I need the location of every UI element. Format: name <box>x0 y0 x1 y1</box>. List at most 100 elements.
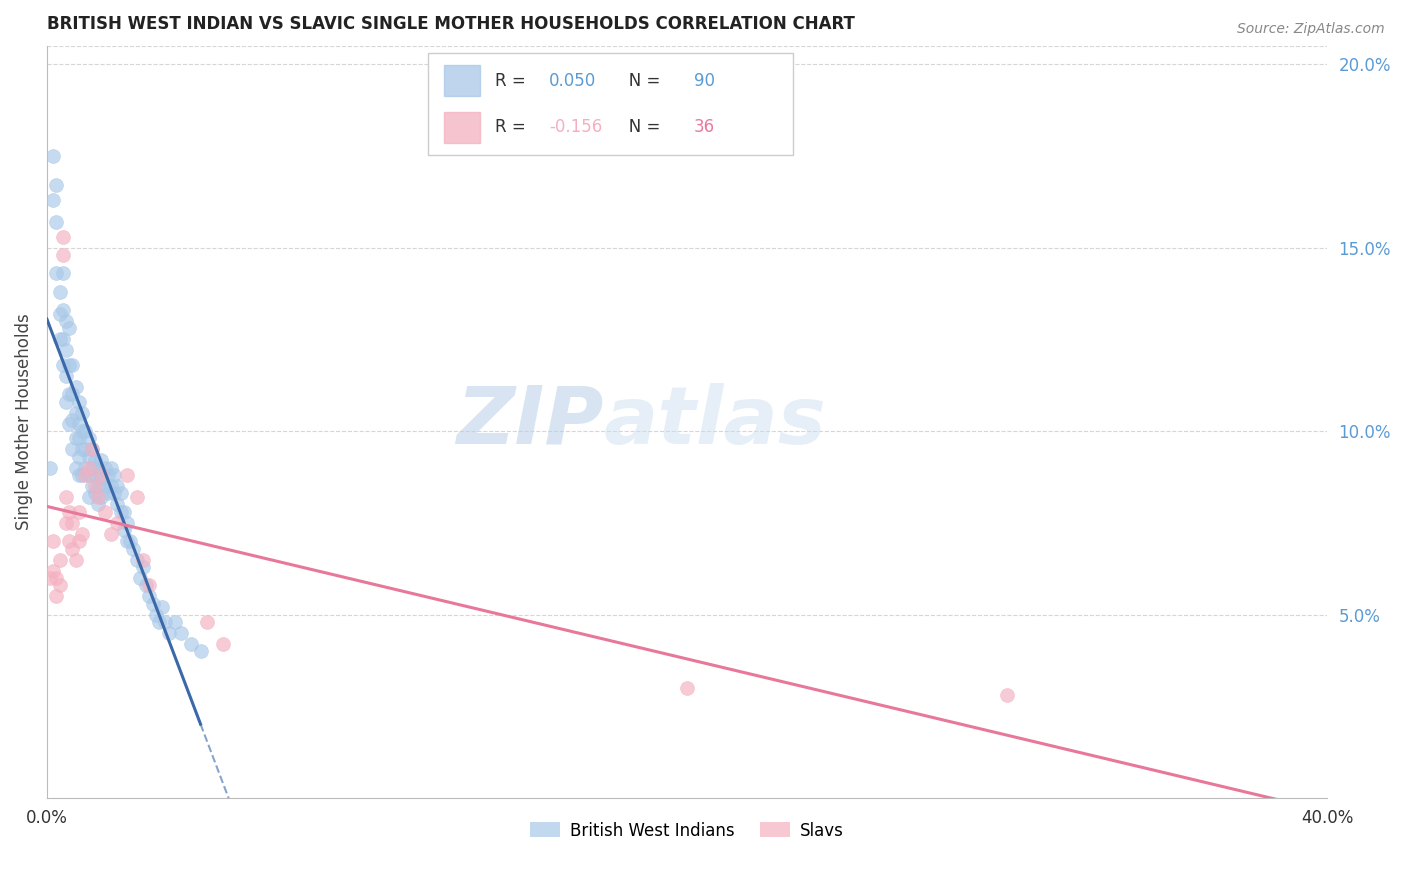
Text: 0.050: 0.050 <box>548 71 596 89</box>
Point <box>58 417 80 431</box>
Point <box>180 637 202 651</box>
Point <box>97 468 120 483</box>
Point <box>48 578 70 592</box>
Point <box>48 307 70 321</box>
Text: R =: R = <box>495 71 531 89</box>
Point <box>48 285 70 299</box>
Text: -0.156: -0.156 <box>548 119 602 136</box>
Point <box>77 490 100 504</box>
Point <box>62 358 84 372</box>
Point <box>87 479 110 493</box>
Point <box>55 516 77 530</box>
Point <box>55 314 77 328</box>
Point <box>62 413 84 427</box>
Point <box>97 486 120 500</box>
Point <box>112 523 135 537</box>
Point <box>157 626 180 640</box>
Point <box>39 460 62 475</box>
Point <box>70 526 93 541</box>
Point <box>100 526 122 541</box>
Point <box>67 505 90 519</box>
Point <box>100 479 122 493</box>
Point <box>148 615 170 629</box>
Point <box>48 332 70 346</box>
Point <box>65 406 87 420</box>
Point <box>100 460 122 475</box>
Point <box>52 332 75 346</box>
Point <box>155 615 177 629</box>
Point <box>93 505 115 519</box>
Point <box>87 490 110 504</box>
Point <box>135 578 157 592</box>
Point <box>67 534 90 549</box>
Point <box>45 589 67 603</box>
Point <box>128 571 150 585</box>
Point <box>115 468 138 483</box>
Point <box>62 387 84 401</box>
Point <box>80 460 103 475</box>
Point <box>48 552 70 566</box>
Point <box>52 229 75 244</box>
Point <box>84 453 107 467</box>
Point <box>65 552 87 566</box>
Point <box>120 534 142 549</box>
Point <box>138 589 160 603</box>
Point <box>70 406 93 420</box>
Point <box>145 607 167 622</box>
Point <box>105 498 128 512</box>
Text: 90: 90 <box>693 71 714 89</box>
Point <box>995 689 1018 703</box>
Point <box>52 302 75 317</box>
Point <box>84 486 107 500</box>
Point <box>75 468 97 483</box>
Point <box>115 534 138 549</box>
Point <box>125 490 148 504</box>
Point <box>67 394 90 409</box>
Point <box>67 450 90 464</box>
Point <box>87 498 110 512</box>
Point <box>70 424 93 438</box>
Point <box>141 597 163 611</box>
Point <box>55 490 77 504</box>
Point <box>84 468 107 483</box>
Point <box>80 442 103 457</box>
Point <box>62 442 84 457</box>
Text: atlas: atlas <box>605 383 827 461</box>
Point <box>80 442 103 457</box>
Point <box>39 571 62 585</box>
Point <box>58 358 80 372</box>
Point <box>52 266 75 280</box>
Point <box>62 541 84 556</box>
Point <box>45 215 67 229</box>
Point <box>90 468 112 483</box>
Point <box>170 626 193 640</box>
Point <box>55 343 77 358</box>
Point <box>65 380 87 394</box>
Point <box>55 394 77 409</box>
Point <box>65 460 87 475</box>
Point <box>75 424 97 438</box>
Point <box>42 564 65 578</box>
Point <box>75 460 97 475</box>
Point <box>58 321 80 335</box>
Text: N =: N = <box>613 119 665 136</box>
Point <box>77 432 100 446</box>
Text: Source: ZipAtlas.com: Source: ZipAtlas.com <box>1237 22 1385 37</box>
Point <box>90 453 112 467</box>
Point <box>42 149 65 163</box>
Point <box>55 369 77 384</box>
Point <box>93 460 115 475</box>
Point <box>132 552 155 566</box>
Point <box>93 479 115 493</box>
Legend: British West Indians, Slavs: British West Indians, Slavs <box>523 815 851 847</box>
Point <box>676 681 699 695</box>
Point <box>77 468 100 483</box>
Point <box>80 479 103 493</box>
Point <box>45 571 67 585</box>
Point <box>138 578 160 592</box>
Point <box>67 417 90 431</box>
Point <box>77 450 100 464</box>
FancyBboxPatch shape <box>444 65 479 96</box>
Text: BRITISH WEST INDIAN VS SLAVIC SINGLE MOTHER HOUSEHOLDS CORRELATION CHART: BRITISH WEST INDIAN VS SLAVIC SINGLE MOT… <box>46 15 855 33</box>
Point <box>45 178 67 193</box>
